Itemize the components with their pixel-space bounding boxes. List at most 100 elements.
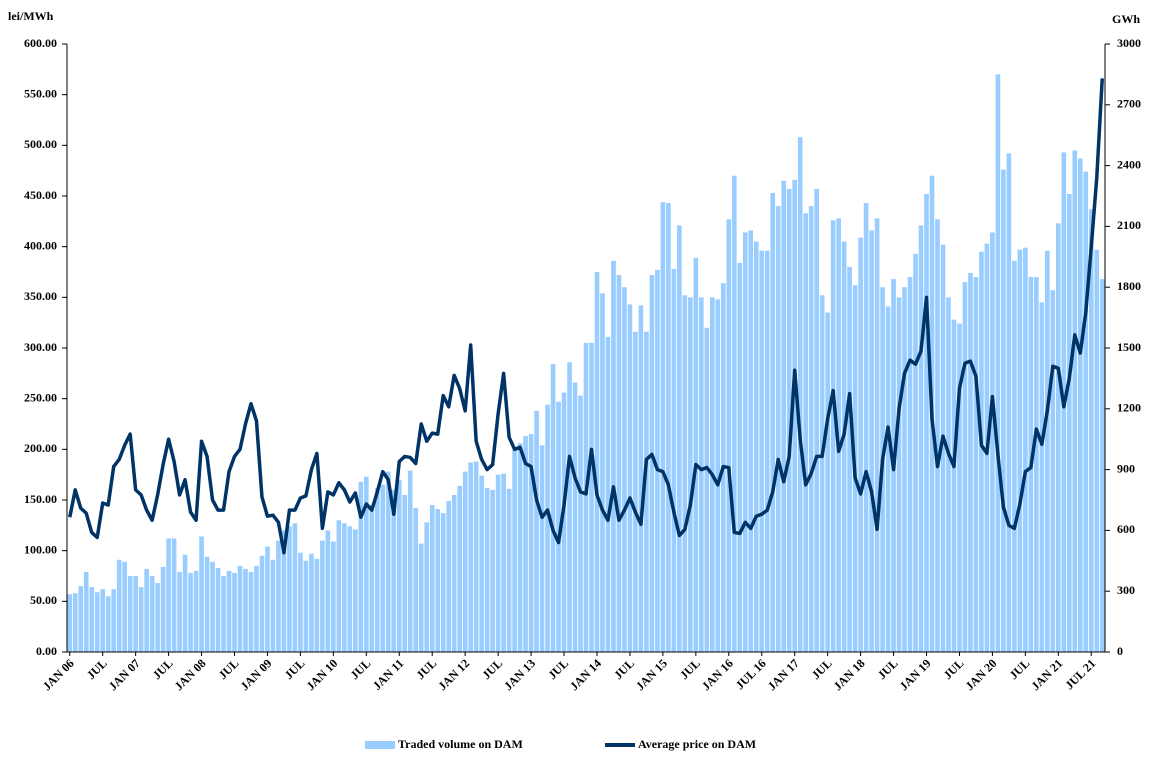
bar — [655, 269, 660, 652]
bar — [940, 244, 946, 652]
bar — [94, 592, 100, 652]
bar — [688, 297, 693, 652]
bar — [1039, 302, 1045, 652]
bar — [298, 552, 303, 652]
bar — [67, 594, 73, 652]
bar — [105, 596, 111, 652]
x-tick-label: JAN 12 — [435, 656, 472, 693]
legend-swatch — [365, 741, 395, 749]
price-line — [68, 78, 1104, 555]
x-tick-label: JUL — [875, 656, 901, 682]
bar — [863, 203, 869, 653]
bar — [561, 392, 567, 652]
bar — [435, 509, 441, 652]
bar — [468, 462, 473, 652]
bar — [512, 449, 517, 652]
y2-tick-label: 0 — [1117, 644, 1123, 658]
x-tick-label: JUL — [413, 656, 439, 682]
y-tick-label: 400.00 — [24, 238, 57, 252]
bar — [550, 364, 556, 652]
x-tick-label: JUL — [545, 656, 571, 682]
bar — [166, 538, 171, 652]
bar — [902, 287, 907, 652]
y-tick-label: 350.00 — [24, 289, 57, 303]
y2-axis-title: GWh — [1112, 12, 1140, 26]
bar — [731, 175, 737, 652]
bar — [259, 555, 265, 652]
bar — [1012, 260, 1017, 652]
bar — [232, 572, 237, 652]
x-tick-label: JUL — [809, 656, 835, 682]
bar — [534, 410, 539, 652]
bar — [638, 305, 644, 652]
bar — [896, 297, 902, 652]
bar — [742, 232, 748, 653]
bar — [265, 546, 270, 652]
bar — [819, 295, 825, 652]
y2-tick-label: 1200 — [1117, 401, 1141, 415]
bar — [325, 530, 331, 652]
bar — [193, 570, 199, 652]
bar — [506, 488, 512, 652]
bar — [495, 474, 501, 652]
bar — [704, 327, 710, 652]
y2-tick-label: 2100 — [1117, 218, 1141, 232]
bar — [957, 323, 962, 652]
bar — [753, 241, 759, 652]
bar — [254, 565, 259, 652]
x-tick-label: JAN 08 — [172, 656, 209, 693]
bar — [149, 576, 155, 652]
bar — [127, 576, 133, 652]
bar — [622, 287, 627, 652]
bar — [556, 401, 561, 652]
bar — [78, 586, 84, 652]
bar — [160, 566, 166, 652]
bar — [979, 251, 984, 652]
bar — [1066, 193, 1072, 652]
bar — [572, 382, 578, 652]
x-tick-label: JUL — [611, 656, 637, 682]
bar — [841, 241, 847, 652]
bar — [1023, 247, 1028, 652]
bar — [814, 188, 819, 652]
bar — [336, 520, 342, 652]
bar — [764, 250, 770, 652]
bar — [122, 561, 127, 652]
bar — [446, 501, 452, 652]
bar — [396, 479, 402, 652]
bar — [1094, 249, 1100, 652]
bar — [644, 331, 649, 652]
bar — [973, 277, 979, 652]
bar — [347, 526, 353, 652]
bar — [578, 395, 583, 652]
bar — [995, 74, 1001, 652]
y2-tick-label: 900 — [1117, 461, 1135, 475]
bar — [204, 556, 210, 652]
bar — [990, 232, 995, 653]
bar — [100, 589, 106, 652]
bar — [479, 475, 484, 652]
bar — [946, 297, 951, 652]
bar — [276, 540, 281, 652]
x-tick-label: JAN 19 — [897, 656, 934, 693]
x-tick-label: JAN 09 — [238, 656, 275, 693]
bar — [237, 565, 243, 652]
bar — [748, 230, 754, 652]
bar — [83, 571, 89, 652]
x-tick-label: JAN 13 — [501, 656, 538, 693]
x-tick-label: JAN 11 — [370, 656, 407, 693]
y2-tick-label: 2400 — [1117, 157, 1141, 171]
legend-label: Average price on DAM — [638, 737, 756, 751]
bar — [825, 312, 830, 652]
bar — [1088, 209, 1094, 652]
bar — [182, 554, 188, 652]
bar — [874, 218, 880, 652]
bar — [924, 193, 929, 652]
bar — [759, 250, 765, 652]
y-tick-label: 300.00 — [24, 340, 57, 354]
bar — [89, 587, 95, 652]
bar — [649, 275, 655, 652]
bar — [490, 489, 495, 652]
bar — [885, 306, 891, 652]
